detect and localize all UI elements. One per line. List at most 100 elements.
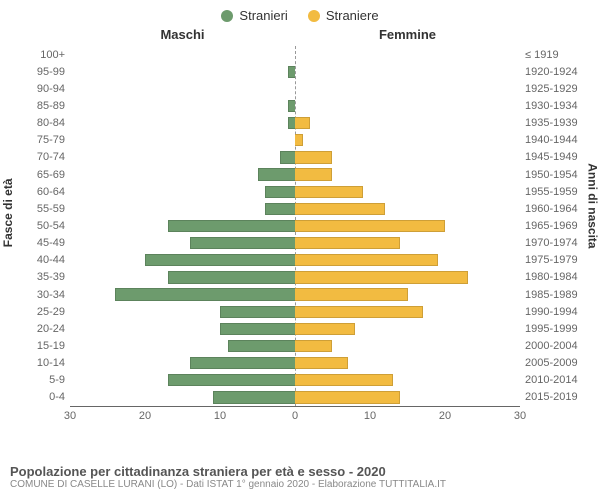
bar-female xyxy=(295,117,310,129)
y-axis-label-left: Fasce di età xyxy=(1,178,15,247)
bar-row: 65-691950-1954 xyxy=(70,166,520,183)
bar-male xyxy=(220,323,295,335)
bar-half-male xyxy=(70,48,295,60)
bar-female xyxy=(295,340,332,352)
birth-label: 1950-1954 xyxy=(525,169,585,181)
bar-half-male xyxy=(70,357,295,369)
bar-row: 100+≤ 1919 xyxy=(70,46,520,63)
birth-label: ≤ 1919 xyxy=(525,49,585,61)
age-label: 5-9 xyxy=(20,374,65,386)
bar-female xyxy=(295,357,348,369)
bar-row: 30-341985-1989 xyxy=(70,286,520,303)
bar-male xyxy=(168,374,296,386)
bar-female xyxy=(295,271,468,283)
x-tick: 0 xyxy=(292,410,298,422)
bar-male xyxy=(168,220,296,232)
bar-half-male xyxy=(70,288,295,300)
bar-area xyxy=(70,340,520,352)
bar-row: 25-291990-1994 xyxy=(70,303,520,320)
x-tick: 10 xyxy=(364,410,376,422)
bar-male xyxy=(213,391,296,403)
birth-label: 1980-1984 xyxy=(525,271,585,283)
bar-half-male xyxy=(70,168,295,180)
header-male: Maschi xyxy=(70,27,295,42)
x-tick: 20 xyxy=(439,410,451,422)
bar-half-female xyxy=(295,391,520,403)
legend-label-male: Stranieri xyxy=(239,8,287,23)
x-axis-line xyxy=(70,406,520,407)
bar-area xyxy=(70,237,520,249)
bar-half-male xyxy=(70,117,295,129)
y-axis-label-right: Anni di nascita xyxy=(585,163,599,248)
bar-male xyxy=(168,271,296,283)
bar-half-female xyxy=(295,134,520,146)
x-tick: 10 xyxy=(214,410,226,422)
birth-label: 1985-1989 xyxy=(525,289,585,301)
bar-half-female xyxy=(295,220,520,232)
bar-row: 80-841935-1939 xyxy=(70,115,520,132)
plot-area: 100+≤ 191995-991920-192490-941925-192985… xyxy=(70,46,520,426)
birth-label: 1930-1934 xyxy=(525,100,585,112)
bar-half-male xyxy=(70,83,295,95)
birth-label: 1990-1994 xyxy=(525,306,585,318)
bar-half-male xyxy=(70,391,295,403)
bar-female xyxy=(295,203,385,215)
bar-half-male xyxy=(70,374,295,386)
bar-male xyxy=(190,357,295,369)
bar-row: 20-241995-1999 xyxy=(70,320,520,337)
bar-area xyxy=(70,134,520,146)
bar-half-female xyxy=(295,117,520,129)
bar-female xyxy=(295,288,408,300)
x-tick: 30 xyxy=(514,410,526,422)
birth-label: 1960-1964 xyxy=(525,203,585,215)
bar-row: 50-541965-1969 xyxy=(70,217,520,234)
bar-male xyxy=(288,100,296,112)
birth-label: 2005-2009 xyxy=(525,357,585,369)
birth-label: 1925-1929 xyxy=(525,83,585,95)
bar-male xyxy=(265,203,295,215)
bar-male xyxy=(115,288,295,300)
bar-female xyxy=(295,151,332,163)
bar-half-female xyxy=(295,168,520,180)
legend-swatch-male xyxy=(221,10,233,22)
bar-half-male xyxy=(70,340,295,352)
column-headers: Maschi Femmine xyxy=(70,27,520,42)
bar-male xyxy=(265,186,295,198)
bar-female xyxy=(295,186,363,198)
birth-label: 1945-1949 xyxy=(525,151,585,163)
age-label: 55-59 xyxy=(20,203,65,215)
bar-male xyxy=(288,66,296,78)
bar-female xyxy=(295,306,423,318)
bar-row: 10-142005-2009 xyxy=(70,355,520,372)
bar-area xyxy=(70,357,520,369)
bar-row: 0-42015-2019 xyxy=(70,389,520,406)
bar-area xyxy=(70,117,520,129)
legend: Stranieri Straniere xyxy=(0,0,600,27)
bar-half-female xyxy=(295,100,520,112)
age-label: 10-14 xyxy=(20,357,65,369)
bar-area xyxy=(70,83,520,95)
age-label: 65-69 xyxy=(20,169,65,181)
bar-row: 60-641955-1959 xyxy=(70,183,520,200)
bar-row: 70-741945-1949 xyxy=(70,149,520,166)
birth-label: 2000-2004 xyxy=(525,340,585,352)
header-female: Femmine xyxy=(295,27,520,42)
bar-half-male xyxy=(70,203,295,215)
age-label: 75-79 xyxy=(20,134,65,146)
legend-label-female: Straniere xyxy=(326,8,379,23)
birth-label: 2015-2019 xyxy=(525,391,585,403)
footer-subtitle: COMUNE DI CASELLE LURANI (LO) - Dati IST… xyxy=(10,479,590,490)
birth-label: 1935-1939 xyxy=(525,117,585,129)
bar-male xyxy=(280,151,295,163)
bar-male xyxy=(258,168,295,180)
population-pyramid-chart: Stranieri Straniere Maschi Femmine Fasce… xyxy=(0,0,600,500)
x-axis: 3020100102030 xyxy=(70,406,520,426)
bar-row: 35-391980-1984 xyxy=(70,269,520,286)
footer-title: Popolazione per cittadinanza straniera p… xyxy=(10,464,590,479)
bar-half-male xyxy=(70,237,295,249)
bar-half-female xyxy=(295,357,520,369)
bar-female xyxy=(295,134,303,146)
bar-half-female xyxy=(295,66,520,78)
bar-half-female xyxy=(295,237,520,249)
footer: Popolazione per cittadinanza straniera p… xyxy=(10,464,590,490)
